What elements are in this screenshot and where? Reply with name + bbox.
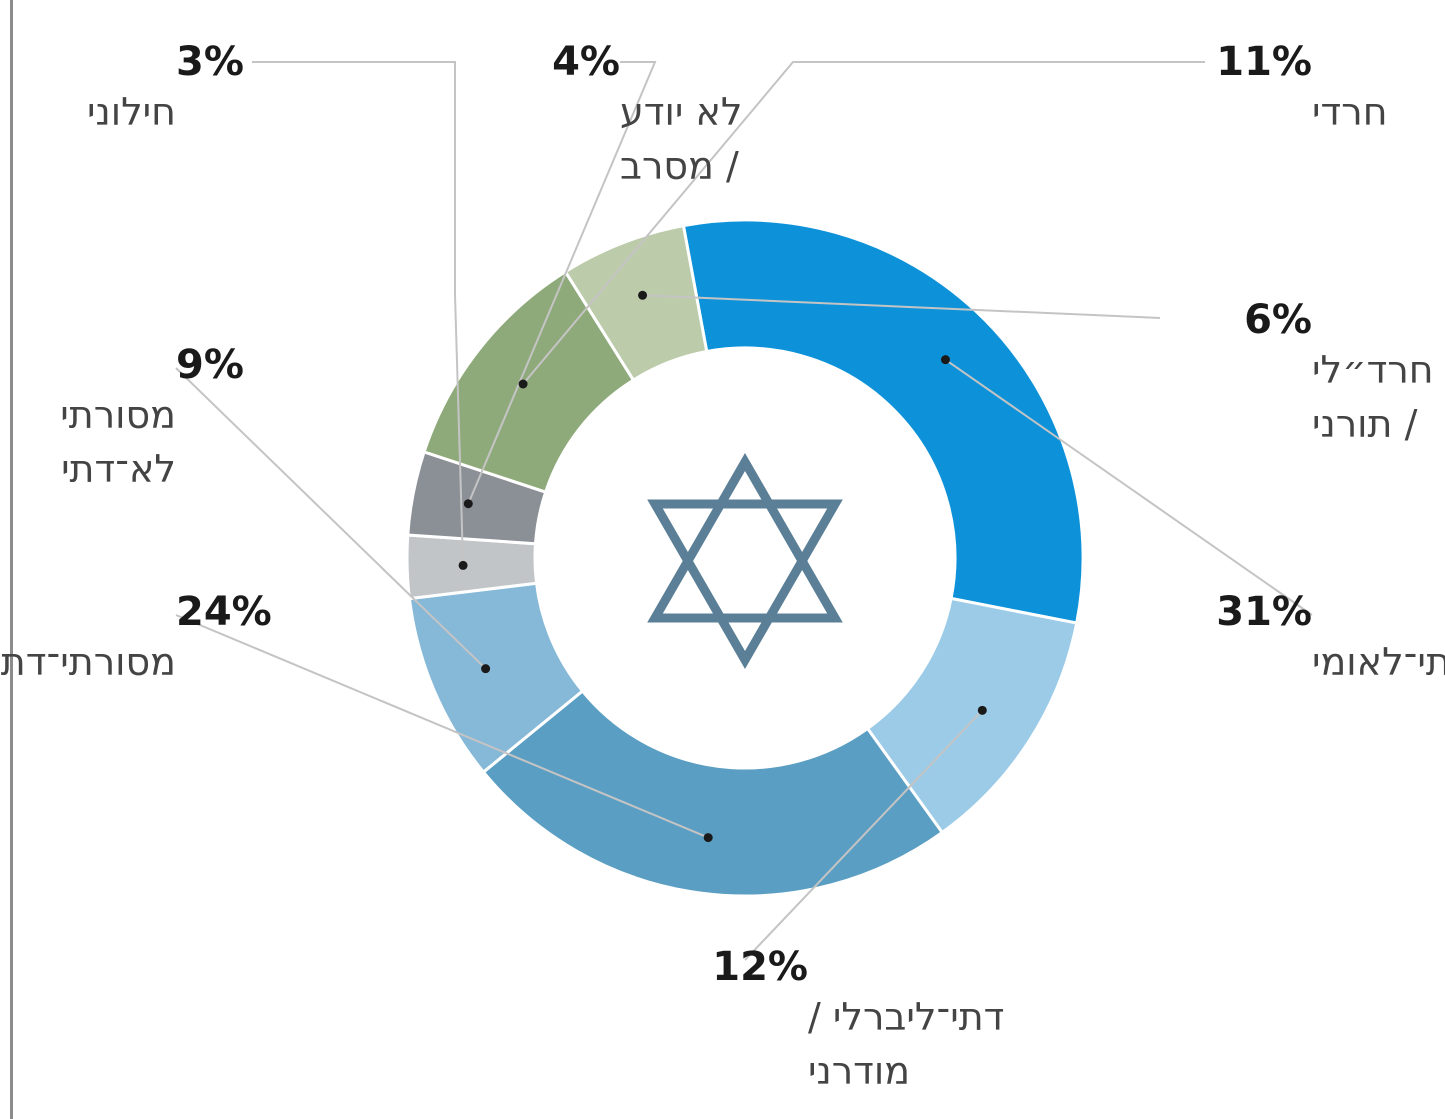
- slice-category-label: מסורתי־דתי: [0, 640, 176, 684]
- slice-category-label: לא־דתי: [61, 447, 176, 491]
- leader-lines: [175, 61, 1313, 961]
- slice-category-label: מודרני: [808, 1049, 910, 1093]
- donut-slice: [681, 218, 1085, 625]
- slice-category-label: / תורני: [1312, 402, 1418, 446]
- slice-category-label: מסורתי: [60, 393, 176, 437]
- slice-dot: [940, 355, 950, 365]
- slice-category-label: / מסרב: [620, 144, 739, 188]
- slice-dot: [518, 379, 528, 389]
- leader-line: [944, 358, 1313, 616]
- leader-line: [744, 709, 984, 961]
- slice-category-label: דתי־לאומי: [1312, 640, 1445, 684]
- slice-category-label: חרדי: [1312, 90, 1388, 134]
- donut-slices: [405, 218, 1085, 898]
- leader-line: [642, 294, 1161, 319]
- left-border-rule: [10, 0, 13, 1119]
- slice-percent-label: 3%: [176, 39, 244, 85]
- slice-dot: [638, 290, 648, 300]
- leader-line: [252, 61, 465, 566]
- slice-category-label: חרד״לי: [1312, 348, 1434, 392]
- leader-dots: [458, 290, 987, 843]
- slice-percent-label: 31%: [1216, 589, 1312, 635]
- slice-dot: [703, 833, 713, 843]
- leader-line: [467, 61, 657, 505]
- donut-slice: [563, 223, 709, 383]
- slice-category-label: חילוני: [87, 90, 176, 134]
- leader-line: [522, 61, 1205, 385]
- slice-category-label: לא יודע: [620, 90, 742, 134]
- slice-dot: [481, 664, 491, 674]
- slice-percent-label: 24%: [176, 589, 272, 635]
- slice-dot: [977, 705, 987, 715]
- leader-line: [175, 614, 709, 839]
- slice-percent-label: 12%: [712, 944, 808, 990]
- slice-percent-label: 4%: [552, 39, 620, 85]
- star-of-david-icon: [647, 452, 843, 670]
- leader-line: [175, 367, 487, 670]
- slice-dot: [463, 499, 473, 509]
- slice-percent-label: 6%: [1244, 297, 1312, 343]
- slice-dot: [458, 560, 468, 570]
- slice-percent-label: 9%: [176, 342, 244, 388]
- donut-slice: [481, 688, 945, 898]
- slice-percent-label: 11%: [1216, 39, 1312, 85]
- slice-category-label: דתי־ליברלי /: [808, 995, 1004, 1039]
